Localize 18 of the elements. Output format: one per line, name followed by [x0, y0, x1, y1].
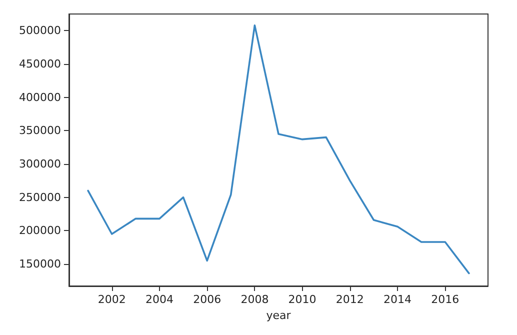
x-axis-title: year	[266, 308, 292, 322]
y-tick-label: 150000	[19, 258, 61, 270]
y-tick-label: 250000	[19, 190, 61, 204]
x-tick-label: 2008	[240, 293, 269, 306]
x-tick-label: 2006	[193, 293, 222, 306]
y-tick-label: 500000	[19, 24, 61, 38]
x-tick-label: 2002	[98, 293, 126, 306]
x-tick-label: 2010	[288, 293, 316, 306]
line-series	[87, 24, 470, 274]
y-tick-label: 400000	[19, 90, 61, 104]
y-tick-label: 450000	[19, 58, 61, 70]
x-tick-label: 2012	[336, 293, 364, 306]
x-tick-label: 2014	[384, 293, 412, 306]
y-tick-label: 200000	[19, 224, 61, 238]
y-tick-label: 350000	[19, 124, 61, 138]
y-tick-label: 300000	[19, 158, 61, 170]
x-tick-label: 2016	[431, 293, 460, 306]
x-tick-label: 2004	[145, 293, 174, 306]
